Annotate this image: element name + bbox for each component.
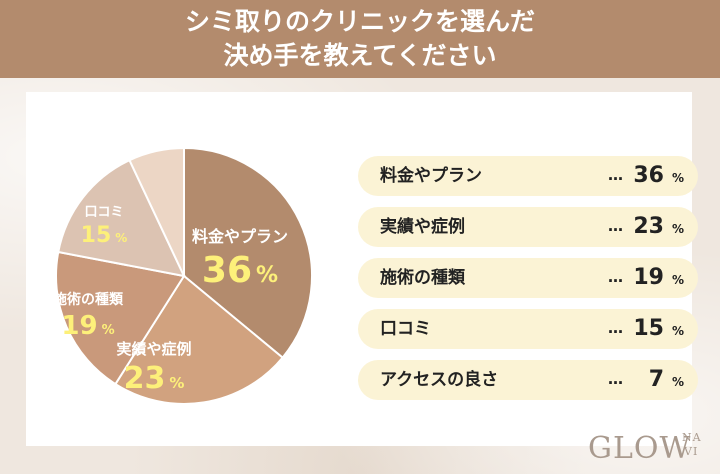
legend-item-separator: … [608,268,623,286]
legend-item-value: 23 [633,214,664,239]
legend-item-separator: … [608,370,623,388]
legend-item-separator: … [608,217,623,235]
slice-label: 料金やプラン 36% [192,227,288,291]
legend-item-unit: % [671,273,684,287]
page-header: シミ取りのクリニックを選んだ 決め手を教えてください [0,0,720,78]
slice-label: 施術の種類 19% [53,291,124,341]
pie-slice [114,274,285,405]
legend-item-unit: % [671,324,684,338]
legend-item: 実績や症例 … 23% [358,207,698,247]
legend-item-unit: % [671,171,684,185]
slice-label: 実績や症例 23% [116,340,191,396]
legend-item-label: 実績や症例 [380,217,465,237]
legend-item: 施術の種類 … 19% [358,258,698,298]
logo-sub-text-top: NA [682,431,702,444]
slice-label-value: 15% [81,223,128,248]
legend-item-value: 36 [633,163,664,188]
pie-slice [57,158,186,278]
slice-label-name: 料金やプラン [192,227,288,246]
legend-item-label: アクセスの良さ [380,370,499,390]
slice-label-value: 19% [61,311,114,341]
legend-item: 口コミ … 15% [358,309,698,349]
legend-item-label: 口コミ [380,319,431,339]
slice-label-name: 口コミ [84,205,123,220]
pie-chart: 料金やプラン 36 % 実績や症例 23 % 施術の種類 19 % 口コミ 15% [53,146,313,405]
slice-label-name: 施術の種類 [53,291,124,308]
logo-sub-text-bottom: VI [684,445,699,458]
page-title-line1: シミ取りのクリニックを選んだ [184,7,535,36]
pie-slice [55,250,186,386]
slice-label-value: 36% [202,250,278,291]
logo-main-text: GLOW [588,431,692,466]
legend-item-separator: … [608,166,623,184]
pie-slice [183,146,313,359]
page-title-line2: 決め手を教えてください [223,41,497,70]
pie-slice [128,146,185,277]
slice-label: 口コミ 15% [81,205,128,248]
legend-item-value: 19 [633,265,664,290]
legend-item-separator: … [608,319,623,337]
legend-item-label: 施術の種類 [380,268,465,288]
legend-item-unit: % [671,375,684,389]
legend-item-unit: % [671,222,684,236]
slice-label-value: 23% [124,361,185,396]
legend-item: 料金やプラン … 36% [358,156,698,196]
legend-item-label: 料金やプラン [380,166,482,186]
legend-item: アクセスの良さ … 7% [358,360,698,400]
chart-card: 料金やプラン 36% 実績や症例 23% 施術の種類 19% 口コミ 15% 料金やプラン … 3… [26,92,698,446]
legend-item-value: 15 [633,316,664,341]
legend-item-value: 7 [648,367,664,392]
slice-label-name: 実績や症例 [116,340,191,358]
